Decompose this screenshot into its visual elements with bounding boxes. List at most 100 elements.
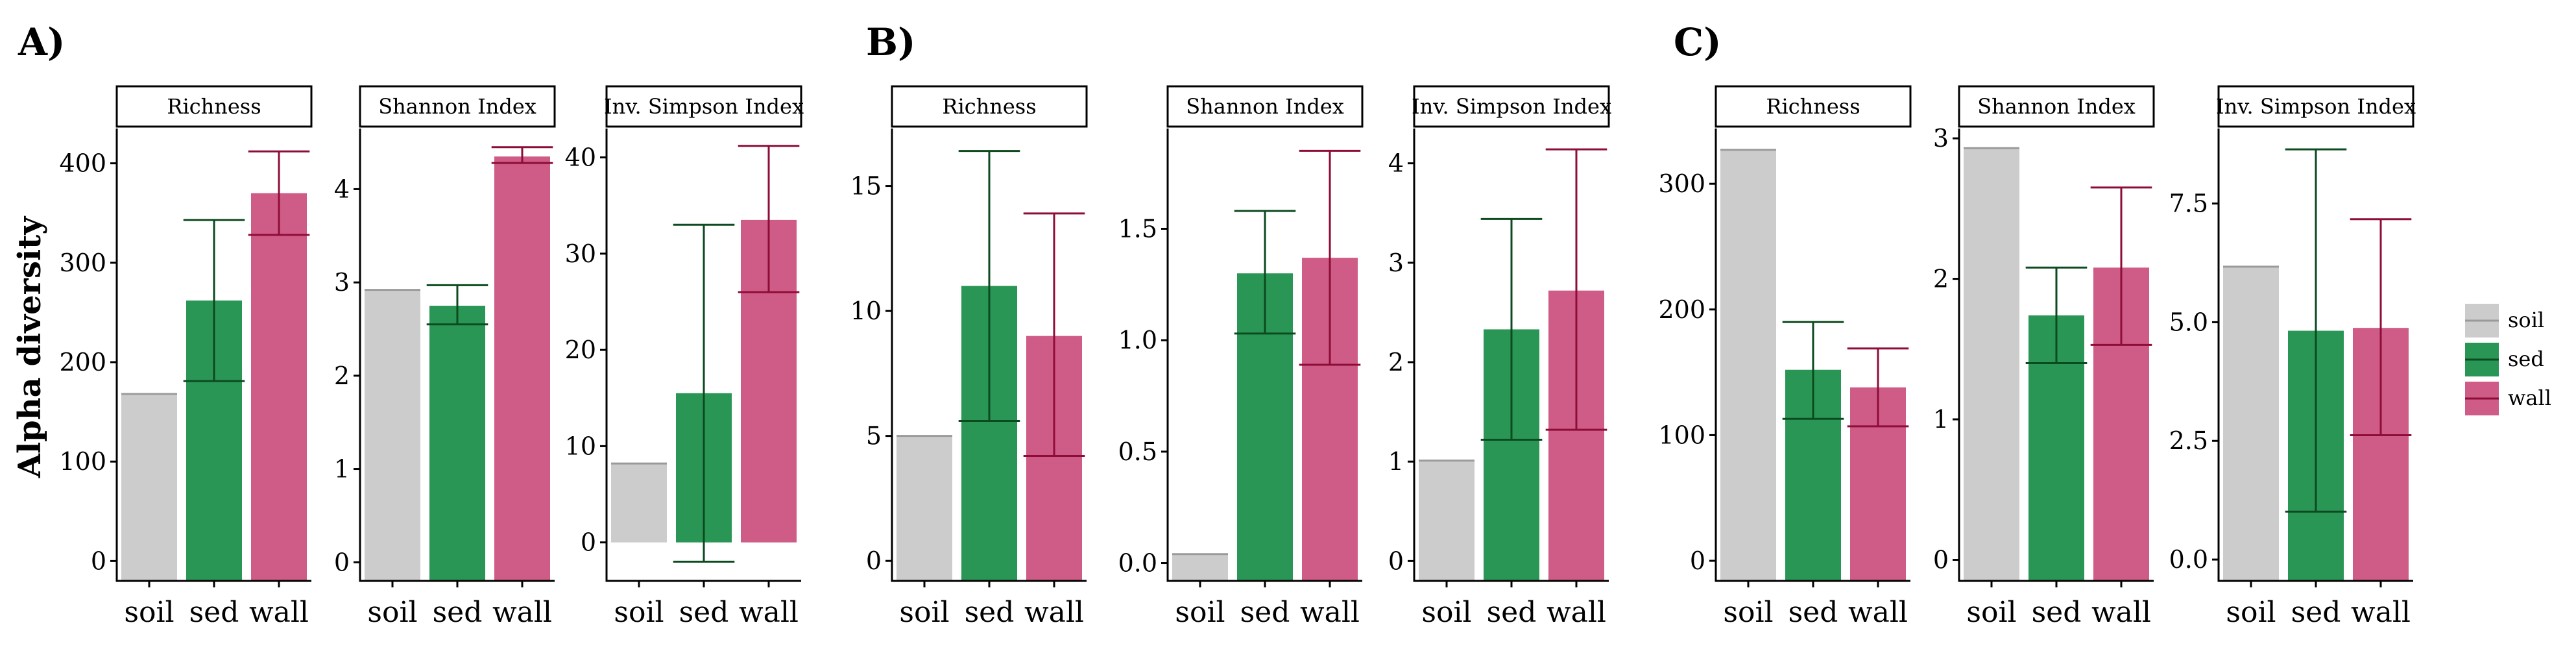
x-tick-label: sed: [1788, 596, 1838, 629]
bar-soil: [2223, 266, 2279, 581]
facet-title: Inv. Simpson Index: [1412, 94, 1611, 119]
bar-soil: [897, 436, 952, 581]
facet-0-1: Shannon Index soil sed wall 0 1 2 3 4: [334, 85, 556, 629]
legend: soil sed wall: [2465, 304, 2551, 415]
x-tick-label: soil: [899, 596, 949, 629]
bar-wall: [251, 193, 307, 582]
x-tick-label: wall: [739, 596, 799, 629]
y-tick-label: 2: [1388, 348, 1404, 376]
y-tick-label: 30: [565, 240, 596, 268]
bar-soil: [611, 463, 667, 543]
y-tick-label: 10: [850, 297, 882, 325]
y-tick-label: 0: [334, 548, 350, 576]
y-tick-label: 2.5: [2169, 426, 2208, 455]
x-tick-label: wall: [1024, 596, 1084, 629]
bar-soil: [1172, 554, 1228, 581]
facet-title: Shannon Index: [1186, 94, 1344, 119]
y-tick-label: 1: [1388, 447, 1404, 476]
facet-2-0: Richness soil sed wall 0 100 200 300: [1658, 85, 1912, 629]
x-tick-label: wall: [2091, 596, 2151, 629]
y-axis-label: Alpha diversity: [12, 215, 48, 479]
y-tick-label: 2: [1933, 265, 1949, 293]
x-tick-label: wall: [492, 596, 552, 629]
legend-label: wall: [2508, 386, 2551, 410]
facet-1-0: Richness soil sed wall 0 5 10 15: [850, 85, 1088, 629]
y-tick-label: 0: [581, 528, 596, 557]
y-tick-label: 20: [565, 336, 596, 364]
y-tick-label: 5.0: [2169, 308, 2208, 336]
facet-strip: [2217, 85, 2414, 128]
x-tick-label: sed: [679, 596, 729, 629]
y-tick-label: 5: [866, 422, 882, 450]
x-tick-label: wall: [1848, 596, 1908, 629]
y-tick-label: 300: [1658, 169, 1705, 198]
y-tick-label: 0: [866, 547, 882, 575]
y-tick-label: 3: [334, 268, 350, 297]
x-tick-label: sed: [2291, 596, 2341, 629]
y-tick-label: 4: [1388, 149, 1404, 178]
x-tick-label: sed: [2032, 596, 2082, 629]
y-tick-label: 0.0: [2169, 545, 2208, 574]
x-tick-label: wall: [1300, 596, 1360, 629]
facet-0-0: Richness soil sed wall 0 100 200 300 400: [59, 85, 313, 629]
x-tick-label: soil: [2226, 596, 2276, 629]
y-tick-label: 4: [334, 175, 350, 203]
x-tick-label: soil: [1421, 596, 1471, 629]
x-tick-label: sed: [189, 596, 239, 629]
facet-title: Richness: [942, 94, 1036, 119]
legend-item-sed: sed: [2465, 343, 2544, 376]
facet-title: Inv. Simpson Index: [604, 94, 804, 119]
facet-2-1: Shannon Index soil sed wall 0 1 2 3: [1933, 85, 2155, 629]
y-tick-label: 200: [1658, 295, 1705, 324]
facet-strip: [605, 85, 802, 128]
x-tick-label: soil: [124, 596, 174, 629]
y-tick-label: 0.0: [1118, 549, 1157, 578]
y-tick-label: 10: [565, 432, 596, 460]
facet-strip: [1958, 85, 2155, 128]
facet-1-1: Shannon Index soil sed wall 0.0 0.5 1.0 1.5: [1118, 85, 1364, 629]
y-tick-label: 200: [59, 348, 106, 376]
facet-strip: [359, 85, 556, 128]
y-tick-label: 3: [1933, 124, 1949, 153]
y-tick-label: 7.5: [2169, 190, 2208, 218]
y-tick-label: 40: [565, 143, 596, 171]
facet-strip: [115, 85, 313, 128]
y-tick-label: 2: [334, 362, 350, 390]
facet-0-2: Inv. Simpson Index soil sed wall 0 10 20 30 40: [565, 85, 804, 629]
legend-label: sed: [2508, 347, 2544, 371]
y-tick-label: 100: [59, 447, 106, 476]
facet-1-2: Inv. Simpson Index soil sed wall 0 1 2 3 4: [1388, 85, 1611, 629]
legend-item-soil: soil: [2465, 304, 2544, 338]
y-tick-label: 100: [1658, 421, 1705, 449]
bar-soil: [365, 289, 420, 581]
y-tick-label: 1.5: [1118, 215, 1157, 243]
bar-wall: [494, 156, 550, 581]
y-tick-label: 15: [850, 172, 882, 201]
x-tick-label: soil: [1175, 596, 1225, 629]
bar-soil: [1419, 460, 1475, 581]
x-tick-label: wall: [249, 596, 309, 629]
x-tick-label: soil: [1966, 596, 2016, 629]
bar-sed: [429, 306, 485, 581]
facet-title: Shannon Index: [1977, 94, 2136, 119]
y-tick-label: 1.0: [1118, 326, 1157, 354]
facet-title: Richness: [1766, 94, 1860, 119]
panel-letter: A): [18, 20, 65, 64]
facet-2-2: Inv. Simpson Index soil sed wall 0.0 2.5 5.0 7.…: [2169, 85, 2416, 629]
bar-soil: [121, 394, 177, 581]
y-tick-label: 0: [1388, 547, 1404, 575]
x-tick-label: sed: [433, 596, 483, 629]
facet-strip: [891, 85, 1088, 128]
facet-title: Inv. Simpson Index: [2216, 94, 2416, 119]
panel-letter: B): [866, 20, 915, 64]
x-tick-label: soil: [1723, 596, 1773, 629]
x-tick-label: soil: [367, 596, 417, 629]
x-tick-label: wall: [2351, 596, 2411, 629]
y-tick-label: 1: [1933, 405, 1949, 434]
y-tick-label: 0: [1690, 547, 1705, 575]
x-tick-label: sed: [1487, 596, 1537, 629]
x-tick-label: wall: [1547, 596, 1606, 629]
